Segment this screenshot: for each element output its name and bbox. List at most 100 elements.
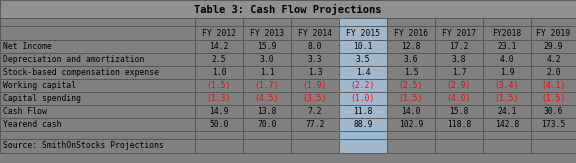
- Bar: [0, 118, 195, 131]
- Bar: [387, 53, 435, 66]
- Bar: [531, 131, 576, 139]
- Bar: [387, 131, 435, 139]
- Bar: [435, 40, 483, 53]
- Bar: [243, 40, 291, 53]
- Text: Capital spending: Capital spending: [3, 94, 81, 103]
- Bar: [531, 139, 576, 153]
- Bar: [0, 92, 195, 105]
- Bar: [435, 139, 483, 153]
- Bar: [243, 105, 291, 118]
- Bar: [339, 26, 387, 40]
- Text: 11.8: 11.8: [353, 107, 373, 116]
- Text: (4.0): (4.0): [447, 94, 471, 103]
- Bar: [291, 26, 339, 40]
- Text: (4.5): (4.5): [255, 94, 279, 103]
- Bar: [195, 92, 243, 105]
- Bar: [531, 105, 576, 118]
- Bar: [291, 118, 339, 131]
- Bar: [243, 66, 291, 79]
- Text: Yearend cash: Yearend cash: [3, 120, 62, 129]
- Bar: [243, 105, 291, 118]
- Bar: [291, 66, 339, 79]
- Text: 30.6: 30.6: [544, 107, 563, 116]
- Text: (1.5): (1.5): [399, 94, 423, 103]
- Bar: [435, 79, 483, 92]
- Bar: [339, 131, 387, 139]
- Bar: [483, 18, 531, 26]
- Bar: [531, 26, 576, 40]
- Text: 14.2: 14.2: [209, 42, 229, 51]
- Bar: [435, 118, 483, 131]
- Bar: [387, 18, 435, 26]
- Bar: [291, 139, 339, 153]
- Bar: [195, 53, 243, 66]
- Text: Net Income: Net Income: [3, 42, 52, 51]
- Bar: [291, 92, 339, 105]
- Bar: [483, 139, 531, 153]
- Bar: [387, 66, 435, 79]
- Bar: [483, 92, 531, 105]
- Bar: [291, 139, 339, 153]
- Bar: [195, 66, 243, 79]
- Bar: [531, 79, 576, 92]
- Text: 3.8: 3.8: [452, 55, 467, 64]
- Bar: [387, 40, 435, 53]
- Bar: [195, 40, 243, 53]
- Bar: [531, 18, 576, 26]
- Text: 15.9: 15.9: [257, 42, 276, 51]
- Bar: [531, 92, 576, 105]
- Text: 118.8: 118.8: [447, 120, 471, 129]
- Bar: [531, 92, 576, 105]
- Bar: [339, 79, 387, 92]
- Text: FY 2012: FY 2012: [202, 29, 236, 37]
- Bar: [435, 18, 483, 26]
- Bar: [483, 26, 531, 40]
- Bar: [0, 40, 195, 53]
- Bar: [435, 66, 483, 79]
- Bar: [195, 131, 243, 139]
- Bar: [387, 40, 435, 53]
- Bar: [243, 53, 291, 66]
- Text: (1.9): (1.9): [303, 81, 327, 90]
- Bar: [0, 18, 195, 26]
- Bar: [483, 105, 531, 118]
- Bar: [435, 118, 483, 131]
- Bar: [435, 105, 483, 118]
- Text: 4.0: 4.0: [500, 55, 514, 64]
- Text: 14.0: 14.0: [401, 107, 420, 116]
- Bar: [435, 92, 483, 105]
- Bar: [387, 105, 435, 118]
- Bar: [0, 131, 195, 139]
- Text: (4.1): (4.1): [541, 81, 566, 90]
- Text: 7.2: 7.2: [308, 107, 323, 116]
- Bar: [291, 92, 339, 105]
- Text: 17.2: 17.2: [449, 42, 469, 51]
- Bar: [291, 40, 339, 53]
- Bar: [435, 92, 483, 105]
- Bar: [531, 139, 576, 153]
- Bar: [339, 40, 387, 53]
- Bar: [483, 66, 531, 79]
- Bar: [339, 53, 387, 66]
- Bar: [291, 66, 339, 79]
- Text: 2.0: 2.0: [546, 68, 561, 77]
- Bar: [435, 131, 483, 139]
- Bar: [243, 92, 291, 105]
- Bar: [291, 53, 339, 66]
- Text: 1.4: 1.4: [356, 68, 370, 77]
- Text: (1.5): (1.5): [541, 94, 566, 103]
- Bar: [195, 79, 243, 92]
- Bar: [291, 79, 339, 92]
- Bar: [483, 26, 531, 40]
- Bar: [0, 18, 195, 26]
- Text: (1.3): (1.3): [207, 94, 231, 103]
- Bar: [243, 131, 291, 139]
- Text: 50.0: 50.0: [209, 120, 229, 129]
- Bar: [195, 118, 243, 131]
- Text: Cash Flow: Cash Flow: [3, 107, 47, 116]
- Bar: [531, 66, 576, 79]
- Bar: [291, 118, 339, 131]
- Bar: [435, 79, 483, 92]
- Text: FY 2016: FY 2016: [394, 29, 428, 37]
- Bar: [387, 139, 435, 153]
